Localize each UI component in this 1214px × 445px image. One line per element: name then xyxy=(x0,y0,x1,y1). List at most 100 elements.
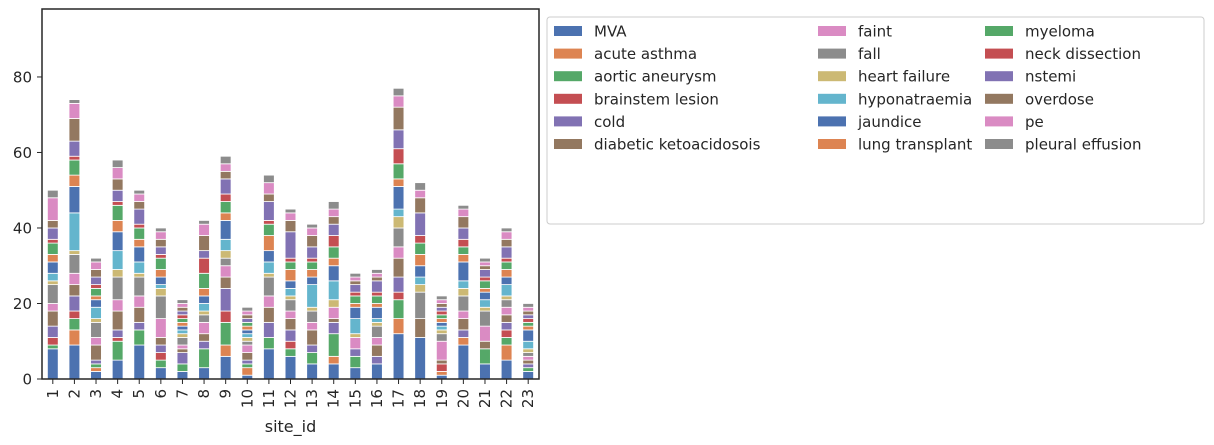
bar-segment-site-6-series-4 xyxy=(155,344,167,353)
bar-segment-site-13-series-16 xyxy=(306,227,318,236)
bar-segment-site-22-series-2 xyxy=(500,337,513,346)
bar-segment-site-15-series-17 xyxy=(349,272,362,278)
bar-segment-site-22-series-15 xyxy=(500,238,513,248)
x-tick-label: 3 xyxy=(87,389,105,399)
bar-segment-site-17-series-15 xyxy=(392,106,405,131)
legend-swatch xyxy=(554,93,582,104)
bar-segment-site-6-series-9 xyxy=(155,284,167,289)
bar-segment-site-4-series-10 xyxy=(111,231,124,252)
bar-segment-site-2-series-9 xyxy=(68,212,81,252)
bar-segment-site-20-series-9 xyxy=(457,280,470,289)
bar-segment-site-8-series-12 xyxy=(198,272,210,289)
bar-segment-site-6-series-2 xyxy=(155,359,167,369)
bar-segment-site-19-series-14 xyxy=(435,306,448,312)
bar-segment-site-23-series-9 xyxy=(522,340,534,350)
bar-segment-site-9-series-12 xyxy=(219,201,232,214)
bar-segment-site-16-series-12 xyxy=(371,295,383,304)
bar-segment-site-5-series-8 xyxy=(133,272,146,278)
bar-segment-site-16-series-5 xyxy=(371,344,383,357)
bar-segment-site-16-series-13 xyxy=(371,291,383,297)
bar-segment-site-14-series-15 xyxy=(327,216,340,225)
bar-segment-site-10-series-4 xyxy=(241,359,254,365)
bar-segment-site-21-series-11 xyxy=(479,287,491,293)
bar-segment-site-11-series-9 xyxy=(263,261,275,274)
bar-segment-site-4-series-5 xyxy=(111,310,124,331)
bar-segment-site-2-series-1 xyxy=(68,329,81,346)
bar-segment-site-17-series-9 xyxy=(392,208,405,218)
bar-segment-site-20-series-5 xyxy=(457,318,470,331)
legend-swatch xyxy=(818,139,846,149)
x-tick-label: 16 xyxy=(368,389,386,408)
bar-segment-site-21-series-7 xyxy=(479,310,491,327)
bar-segment-site-1-series-6 xyxy=(47,303,59,312)
y-tick-label: 20 xyxy=(13,295,32,313)
bar-segment-site-17-series-1 xyxy=(392,318,405,335)
x-tick-label: 11 xyxy=(260,389,278,408)
bar-segment-site-8-series-11 xyxy=(198,287,210,297)
bar-segment-site-19-series-5 xyxy=(435,359,448,365)
bar-segment-site-14-series-0 xyxy=(327,363,340,380)
bar-segment-site-20-series-17 xyxy=(457,204,470,210)
bar-segment-site-9-series-11 xyxy=(219,212,232,221)
bar-segment-site-8-series-5 xyxy=(198,333,210,342)
bar-segment-site-21-series-14 xyxy=(479,269,491,278)
bar-segment-site-3-series-6 xyxy=(90,337,102,346)
bar-segment-site-16-series-4 xyxy=(371,355,383,365)
bar-segment-site-6-series-3 xyxy=(155,352,167,361)
bar-segment-site-22-series-13 xyxy=(500,257,513,263)
bar-segment-site-13-series-15 xyxy=(306,235,318,248)
bar-segment-site-21-series-13 xyxy=(479,276,491,282)
bar-segment-site-3-series-8 xyxy=(90,318,102,323)
bar-segment-site-7-series-5 xyxy=(176,348,189,353)
bar-segment-site-14-series-5 xyxy=(327,318,340,323)
bar-segment-site-19-series-7 xyxy=(435,333,448,342)
legend-label: acute asthma xyxy=(594,45,697,63)
bar-segment-site-4-series-6 xyxy=(111,299,124,312)
bar-segment-site-9-series-14 xyxy=(219,178,232,195)
bar-segment-site-13-series-17 xyxy=(306,223,318,229)
bar-segment-site-18-series-8 xyxy=(414,284,426,293)
legend-swatch xyxy=(818,71,846,82)
bar-segment-site-16-series-11 xyxy=(371,303,383,308)
bar-segment-site-11-series-5 xyxy=(263,306,275,323)
bar-segment-site-23-series-7 xyxy=(522,352,534,357)
bar-segment-site-22-series-11 xyxy=(500,269,513,278)
bar-segment-site-23-series-11 xyxy=(522,325,534,331)
bar-segment-site-2-series-14 xyxy=(68,140,81,157)
bar-segment-site-5-series-17 xyxy=(133,189,146,195)
bar-segment-site-10-series-16 xyxy=(241,310,254,316)
bar-segment-site-15-series-16 xyxy=(349,276,362,282)
y-tick-label: 0 xyxy=(22,371,32,389)
bar-segment-site-12-series-12 xyxy=(284,261,297,270)
bar-segment-site-6-series-0 xyxy=(155,367,167,380)
x-tick-label: 6 xyxy=(152,389,170,399)
bar-segment-site-10-series-14 xyxy=(241,318,254,323)
legend: MVA acute asthma aortic aneurysm brainstem … xyxy=(546,16,1205,225)
bar-segment-site-13-series-11 xyxy=(306,269,318,278)
bar-segment-site-17-series-5 xyxy=(392,257,405,278)
bar-segment-site-22-series-1 xyxy=(500,344,513,361)
bar-segment-site-20-series-12 xyxy=(457,246,470,255)
bar-segment-site-2-series-10 xyxy=(68,186,81,214)
bar-segment-site-11-series-13 xyxy=(263,220,275,225)
bar-segment-site-1-series-2 xyxy=(47,344,59,350)
bar-segment-site-4-series-0 xyxy=(111,359,124,380)
x-tick-label: 15 xyxy=(346,389,364,408)
x-tick-label: 22 xyxy=(498,389,516,408)
bar-segment-site-7-series-10 xyxy=(176,325,189,331)
bar-segment-site-14-series-1 xyxy=(327,355,340,365)
y-tick-label: 80 xyxy=(13,68,32,86)
bar-segment-site-11-series-10 xyxy=(263,250,275,263)
bar-segment-site-16-series-7 xyxy=(371,325,383,338)
bar-segment-site-5-series-7 xyxy=(133,276,146,297)
bar-segment-site-19-series-9 xyxy=(435,325,448,331)
bar-segment-site-8-series-4 xyxy=(198,340,210,350)
bar-segment-site-17-series-3 xyxy=(392,291,405,301)
bar-segment-site-4-series-13 xyxy=(111,201,124,206)
bar-segment-site-18-series-14 xyxy=(414,212,426,236)
bar-segment-site-7-series-4 xyxy=(176,352,189,365)
legend-swatch xyxy=(985,116,1013,127)
bar-segment-site-6-series-12 xyxy=(155,257,167,270)
bar-segment-site-2-series-12 xyxy=(68,159,81,176)
bar-segment-site-9-series-17 xyxy=(219,155,232,165)
